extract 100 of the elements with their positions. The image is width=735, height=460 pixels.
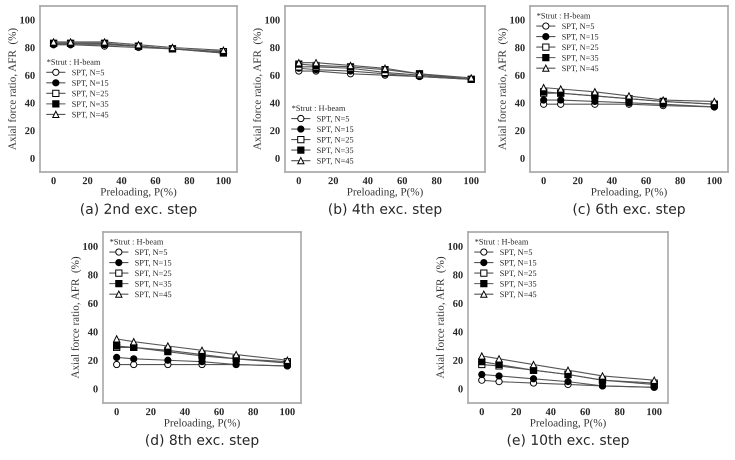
x-tick-label: 100 [216, 177, 231, 184]
x-tick-label: 100 [280, 408, 295, 416]
x-tick-label: 60 [641, 177, 651, 184]
legend-label: SPT, N=25 [317, 136, 354, 144]
x-tick-label: 0 [114, 408, 119, 416]
x-tick-label: 40 [546, 408, 556, 416]
y-axis-title: Axial force ratio, AFR (%) [8, 28, 18, 150]
y-tick-label: 60 [270, 72, 280, 79]
y-tick-label: 0 [93, 385, 98, 392]
y-tick-label: 20 [25, 127, 35, 134]
y-tick-label: 20 [515, 127, 525, 134]
x-tick-label: 100 [707, 177, 722, 184]
x-tick-label: 0 [51, 177, 56, 184]
legend-label: SPT, N=15 [72, 80, 108, 88]
y-tick-label: 60 [515, 72, 525, 79]
y-tick-label: 100 [448, 242, 463, 250]
y-tick-label: 80 [270, 44, 280, 52]
y-tick-label: 80 [515, 44, 525, 52]
legend-label: SPT, N=45 [500, 292, 536, 298]
legend-label: SPT, N=45 [135, 292, 172, 298]
legend-label: SPT, N=25 [72, 90, 108, 98]
x-tick-label: 40 [180, 408, 190, 416]
x-tick-label: 100 [464, 177, 479, 184]
y-tick-label: 40 [452, 328, 463, 336]
y-tick-label: 0 [275, 154, 280, 162]
y-axis-title: Axial force ratio, AFR (%) [70, 256, 82, 378]
legend-label: SPT, N=15 [562, 34, 598, 41]
x-tick-label: 60 [150, 177, 160, 184]
legend-label: SPT, N=5 [135, 249, 168, 256]
y-tick-label: 80 [88, 271, 98, 278]
x-tick-label: 60 [397, 177, 408, 184]
y-tick-label: 100 [265, 16, 280, 24]
x-tick-label: 60 [580, 408, 590, 416]
legend-label: SPT, N=15 [135, 260, 172, 267]
y-tick-label: 80 [25, 44, 35, 52]
legend-label: SPT, N=45 [562, 66, 598, 72]
legend-title: *Strut : H-beam [537, 12, 590, 19]
y-tick-label: 20 [453, 356, 463, 364]
x-tick-label: 20 [328, 177, 338, 184]
x-tick-label: 20 [82, 177, 92, 184]
legend-label: SPT, N=45 [72, 112, 108, 119]
y-tick-label: 20 [270, 127, 280, 134]
legend-label: SPT, N=15 [317, 126, 354, 134]
y-tick-label: 40 [270, 100, 280, 107]
x-tick-label: 80 [432, 177, 442, 184]
text: (e) 10th exc. step [508, 434, 629, 448]
text: (a) 2nd exc. step [80, 203, 196, 217]
legend-label: SPT, N=35 [562, 55, 598, 62]
x-tick-label: 40 [362, 177, 373, 184]
x-tick-label: 80 [184, 177, 194, 184]
y-tick-label: 0 [458, 385, 463, 392]
x-axis-title: Preloading, P(%) [100, 188, 176, 198]
y-tick-label: 60 [453, 300, 463, 307]
y-tick-label: 40 [88, 328, 98, 336]
x-tick-label: 80 [675, 177, 686, 184]
x-axis-title: Preloading, P(%) [347, 188, 423, 198]
legend-label: SPT, N=45 [317, 158, 354, 165]
legend-title: *Strut : H-beam [292, 105, 346, 112]
x-tick-label: 0 [541, 177, 546, 184]
legend-label: SPT, N=25 [500, 270, 536, 278]
y-tick-label: 40 [24, 100, 35, 107]
legend-label: SPT, N=15 [500, 260, 536, 267]
legend-label: SPT, N=25 [562, 44, 598, 52]
legend-label: SPT, N=35 [135, 281, 172, 288]
y-tick-label: 60 [25, 72, 35, 79]
legend-label: SPT, N=5 [562, 23, 594, 30]
y-tick-label: 100 [510, 16, 525, 24]
text: (c) 6th exc. step [574, 203, 685, 217]
x-tick-label: 100 [647, 408, 662, 416]
legend-label: SPT, N=35 [317, 148, 354, 154]
y-tick-label: 100 [83, 242, 98, 250]
y-axis-title: Axial force ratio, AFR (%) [436, 256, 446, 378]
y-tick-label: 0 [520, 154, 525, 162]
text: (b) 4th exc. step [329, 203, 442, 217]
text: (d) 8th exc. step [146, 434, 258, 448]
x-tick-label: 80 [614, 408, 625, 416]
legend-title: *Strut : H-beam [110, 238, 164, 245]
x-tick-label: 40 [606, 177, 617, 184]
x-tick-label: 80 [248, 408, 258, 416]
x-axis-title: Preloading, P(%) [530, 418, 606, 429]
y-tick-label: 20 [88, 356, 98, 364]
x-tick-label: 0 [296, 177, 301, 184]
x-tick-label: 0 [480, 408, 484, 416]
x-tick-label: 60 [214, 408, 224, 416]
legend-label: SPT, N=25 [135, 270, 172, 278]
legend-label: SPT, N=35 [500, 281, 536, 288]
legend-label: SPT, N=5 [72, 70, 104, 76]
x-tick-label: 20 [573, 177, 583, 184]
y-tick-label: 80 [453, 271, 463, 278]
x-tick-label: 40 [116, 177, 126, 184]
y-tick-label: 60 [88, 300, 98, 307]
legend-label: SPT, N=5 [317, 116, 350, 123]
y-axis-title: Axial force ratio, AFR (%) [498, 28, 508, 150]
legend-title: *Strut : H-beam [47, 58, 100, 65]
y-tick-label: 40 [514, 100, 525, 107]
y-tick-label: 0 [30, 154, 35, 162]
x-tick-label: 20 [146, 408, 156, 416]
x-axis-title: Preloading, P(%) [591, 188, 667, 198]
legend-label: SPT, N=5 [500, 249, 532, 256]
legend-title: *Strut : H-beam [475, 238, 528, 245]
